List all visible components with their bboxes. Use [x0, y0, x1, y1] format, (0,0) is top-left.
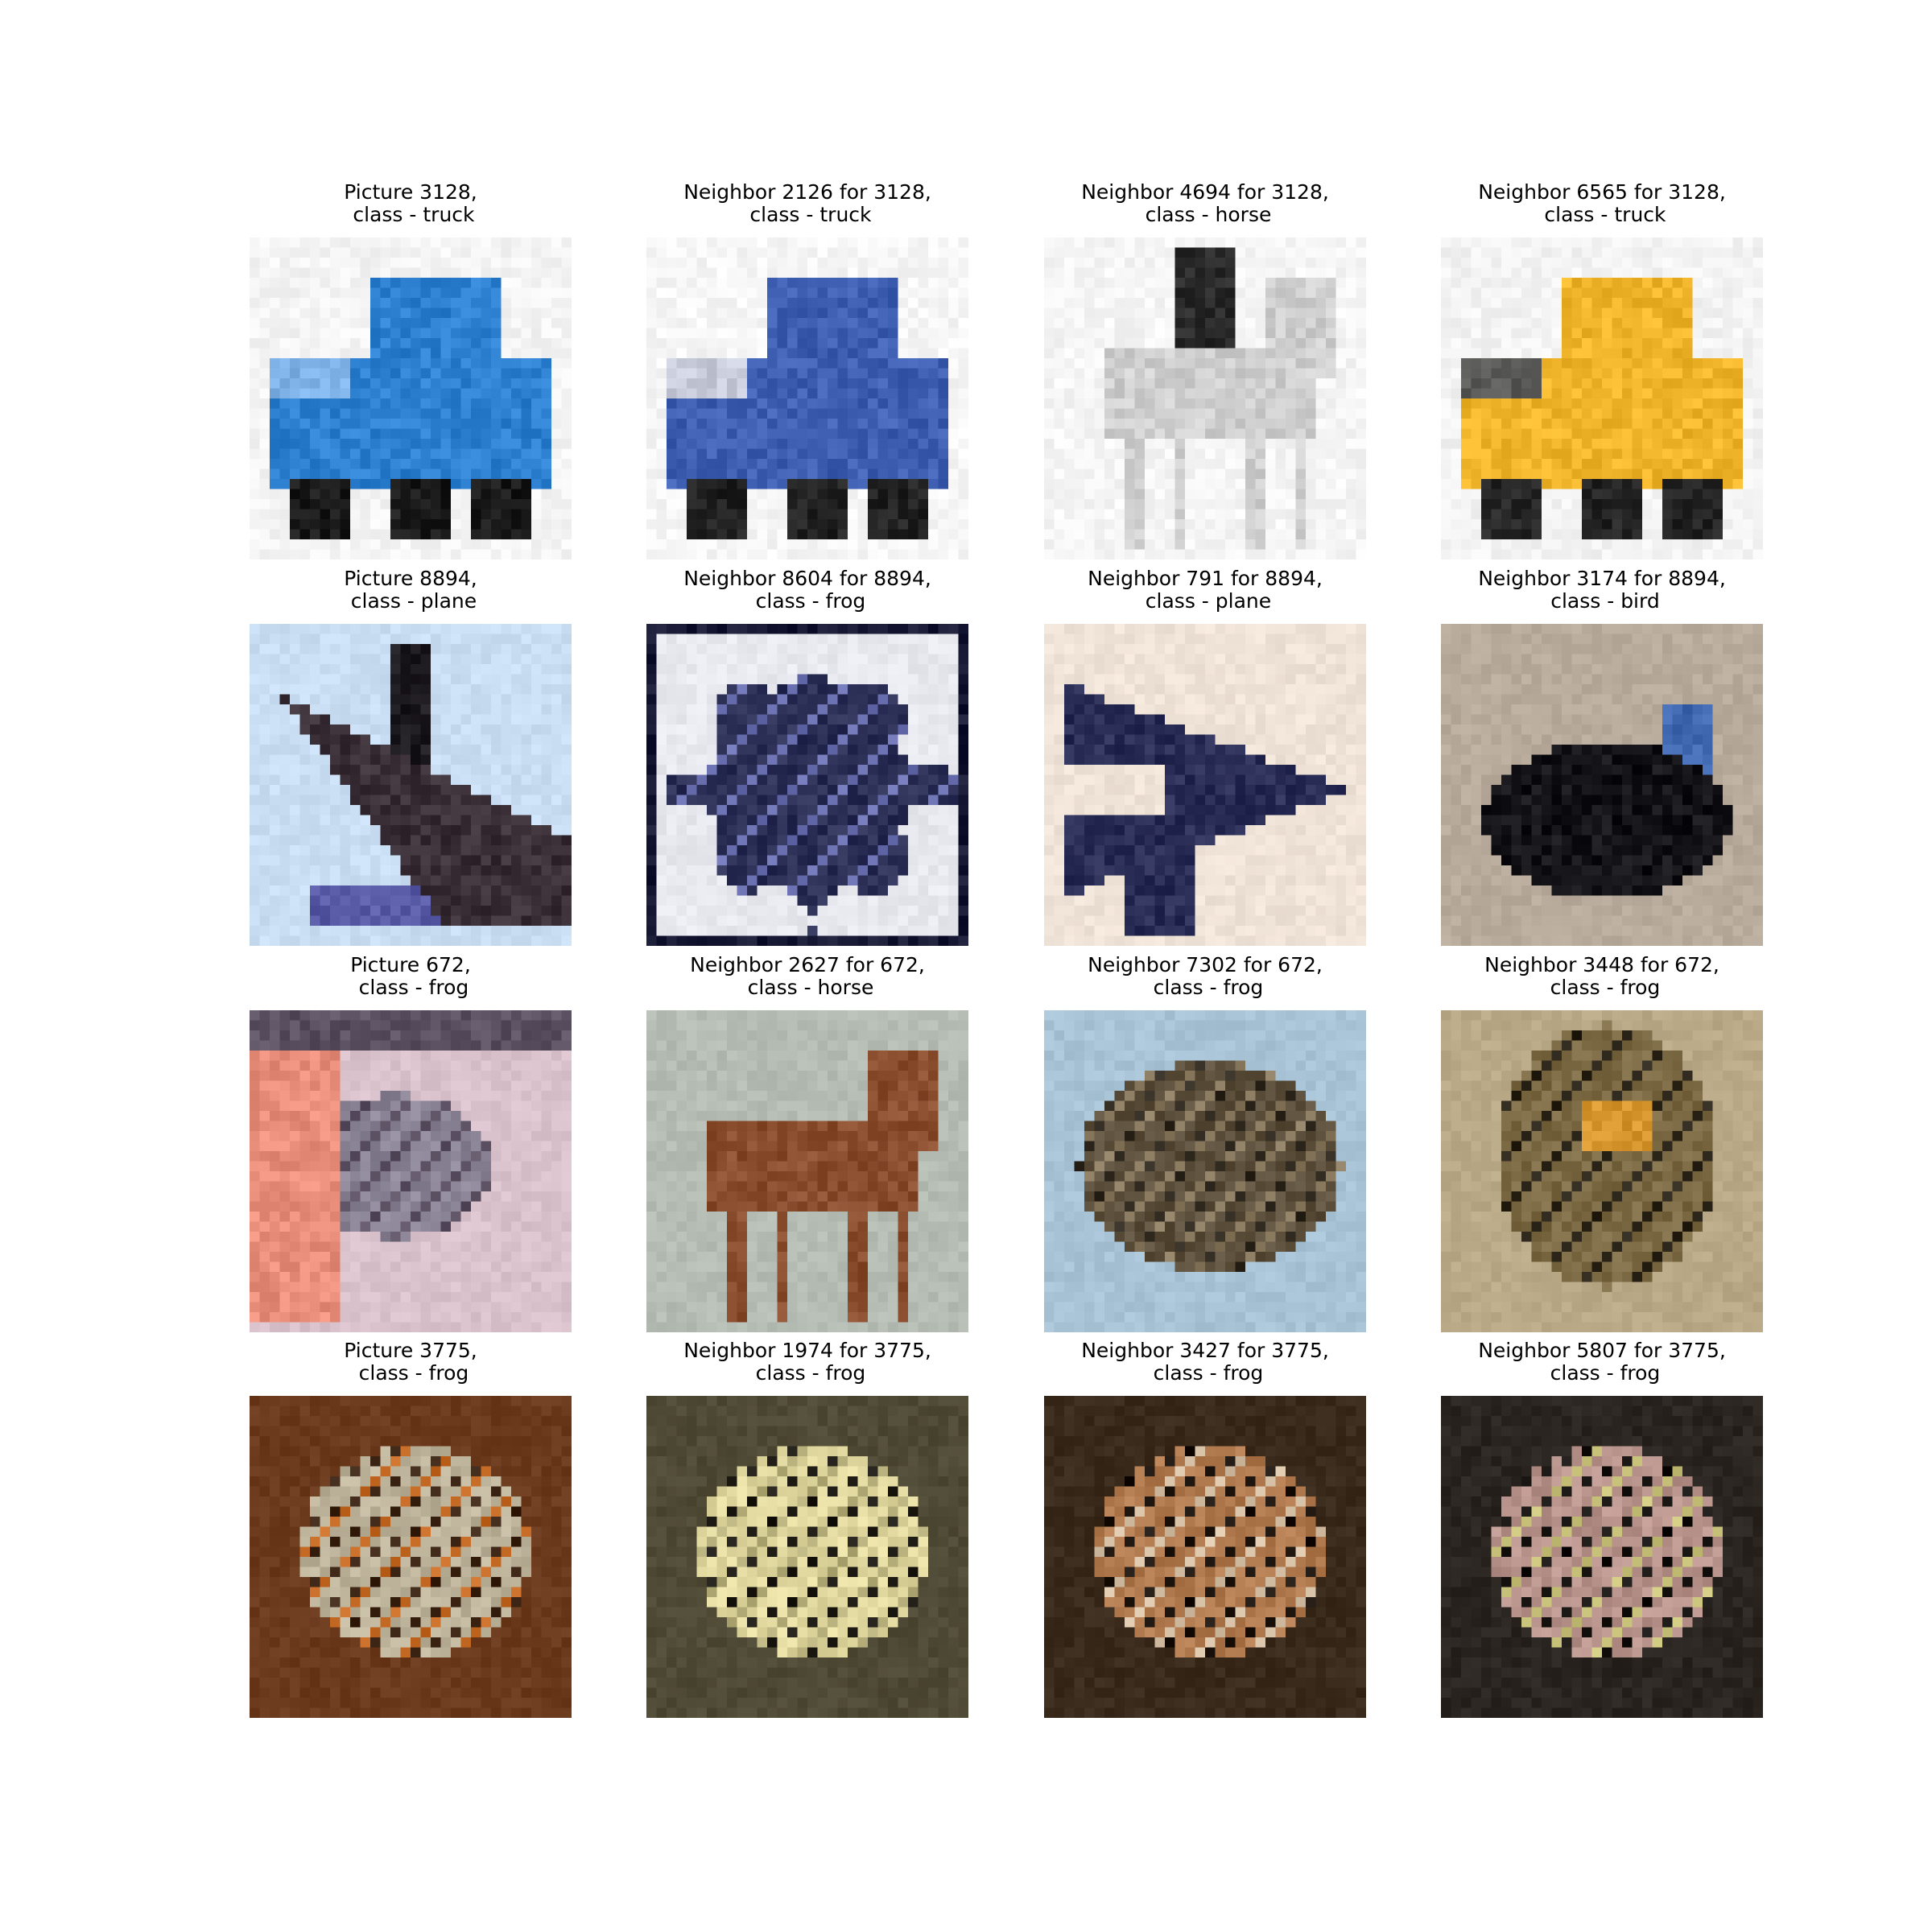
thumbnail-image — [250, 1396, 572, 1718]
panel-title: Neighbor 3427 for 3775, class - frog — [1081, 1339, 1329, 1385]
thumbnail-image — [1441, 624, 1763, 946]
panel-title: Neighbor 6565 for 3128, class - truck — [1478, 180, 1726, 226]
panel-title: Neighbor 3174 for 8894, class - bird — [1478, 567, 1726, 613]
panel-title: Picture 3128, class - truck — [344, 180, 477, 226]
image-panel: Neighbor 2627 for 672, class - horse — [646, 954, 968, 1332]
image-panel: Neighbor 3448 for 672, class - frog — [1441, 954, 1763, 1332]
thumbnail-image — [1044, 1010, 1366, 1332]
panel-title: Neighbor 2126 for 3128, class - truck — [683, 180, 931, 226]
image-panel: Neighbor 3427 for 3775, class - frog — [1044, 1340, 1366, 1718]
thumbnail-image — [646, 237, 968, 559]
thumbnail-image — [646, 1010, 968, 1332]
image-panel: Neighbor 7302 for 672, class - frog — [1044, 954, 1366, 1332]
panel-title: Neighbor 5807 for 3775, class - frog — [1478, 1339, 1726, 1385]
image-panel: Neighbor 8604 for 8894, class - frog — [646, 568, 968, 946]
panel-title: Neighbor 3448 for 672, class - frog — [1484, 953, 1719, 999]
panel-title: Neighbor 4694 for 3128, class - horse — [1081, 180, 1329, 226]
panel-title: Neighbor 791 for 8894, class - plane — [1088, 567, 1323, 613]
thumbnail-image — [250, 1010, 572, 1332]
thumbnail-image — [646, 1396, 968, 1718]
thumbnail-image — [646, 624, 968, 946]
thumbnail-image — [250, 237, 572, 559]
thumbnail-image — [1044, 1396, 1366, 1718]
image-panel: Neighbor 1974 for 3775, class - frog — [646, 1340, 968, 1718]
thumbnail-image — [1044, 624, 1366, 946]
image-panel: Neighbor 5807 for 3775, class - frog — [1441, 1340, 1763, 1718]
thumbnail-image — [1441, 1010, 1763, 1332]
panel-title: Neighbor 2627 for 672, class - horse — [690, 953, 925, 999]
panel-title: Neighbor 8604 for 8894, class - frog — [683, 567, 931, 613]
thumbnail-image — [250, 624, 572, 946]
thumbnail-image — [1044, 237, 1366, 559]
panel-title: Picture 672, class - frog — [350, 953, 471, 999]
panel-title: Picture 3775, class - frog — [344, 1339, 477, 1385]
panel-title: Neighbor 1974 for 3775, class - frog — [683, 1339, 931, 1385]
image-panel: Neighbor 6565 for 3128, class - truck — [1441, 181, 1763, 559]
image-panel: Picture 672, class - frog — [250, 954, 572, 1332]
panel-title: Picture 8894, class - plane — [344, 567, 477, 613]
image-panel: Picture 3775, class - frog — [250, 1340, 572, 1718]
panel-title: Neighbor 7302 for 672, class - frog — [1088, 953, 1323, 999]
thumbnail-image — [1441, 1396, 1763, 1718]
image-panel: Picture 8894, class - plane — [250, 568, 572, 946]
thumbnail-image — [1441, 237, 1763, 559]
image-panel: Picture 3128, class - truck — [250, 181, 572, 559]
image-panel: Neighbor 3174 for 8894, class - bird — [1441, 568, 1763, 946]
image-panel: Neighbor 2126 for 3128, class - truck — [646, 181, 968, 559]
image-panel: Neighbor 791 for 8894, class - plane — [1044, 568, 1366, 946]
image-panel: Neighbor 4694 for 3128, class - horse — [1044, 181, 1366, 559]
